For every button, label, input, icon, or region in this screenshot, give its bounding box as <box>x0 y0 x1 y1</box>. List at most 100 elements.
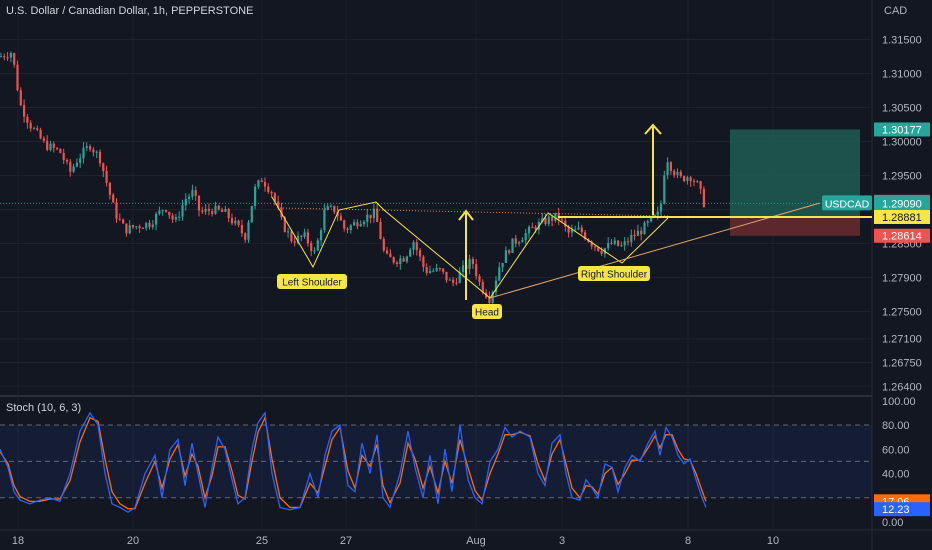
candle-body <box>590 241 593 247</box>
currency-label: CAD <box>884 5 908 17</box>
candle-body <box>508 250 511 253</box>
candle-body <box>145 222 148 229</box>
candle-body <box>293 241 296 243</box>
candle-body <box>551 216 554 221</box>
candle-body <box>646 221 649 223</box>
candle-body <box>386 250 389 254</box>
candle-body <box>98 151 102 164</box>
candle-body <box>79 158 82 163</box>
candle-body <box>227 208 230 219</box>
candle-body <box>191 190 194 197</box>
candle-body <box>395 262 399 265</box>
price-tick-label: 1.27900 <box>882 273 922 285</box>
candle-body <box>636 230 639 236</box>
indicator-title[interactable]: Stoch (10, 6, 3) <box>6 402 82 414</box>
candle-body <box>356 222 359 227</box>
stoch-k-tag-bg <box>874 502 930 517</box>
candle-body <box>69 161 72 172</box>
time-axis[interactable]: 18 20 25 27 Aug 3 8 10 <box>12 535 779 547</box>
candle-body <box>158 210 161 214</box>
candle-body <box>653 214 656 217</box>
measure-arrow-up-head <box>458 209 474 221</box>
candle-body <box>306 232 309 244</box>
candle-body <box>339 216 342 221</box>
candle-body <box>49 143 52 150</box>
candle-body <box>643 222 646 235</box>
candle-body <box>131 225 135 228</box>
symbol-tag: USDCAD <box>825 198 870 210</box>
candle-body <box>405 256 408 262</box>
candle-body <box>376 208 379 222</box>
candle-body <box>504 250 507 263</box>
candle-body <box>620 245 623 247</box>
price-tick-label: 1.30000 <box>882 137 922 149</box>
candle-body <box>194 190 197 196</box>
candle-body <box>6 57 9 59</box>
candle-body <box>148 222 151 227</box>
candle-body <box>372 208 375 219</box>
candle-body <box>204 208 207 212</box>
candle-body <box>389 253 392 258</box>
candle-body <box>461 265 465 272</box>
candle-body <box>593 246 597 248</box>
candle-body <box>122 219 125 224</box>
candle-body <box>201 210 204 212</box>
candle-body <box>392 257 395 263</box>
stop-loss-price-tag: 1.28614 <box>882 231 922 243</box>
candle-body <box>422 256 425 267</box>
candle-body <box>478 276 481 282</box>
candle-body <box>181 205 184 217</box>
candle-body <box>59 148 62 153</box>
candle-body <box>207 208 210 211</box>
candle-body <box>19 90 22 106</box>
stop-loss-price-tag-bg <box>874 228 930 243</box>
candle-body <box>656 211 659 215</box>
candle-body <box>217 205 220 210</box>
candle-body <box>105 171 108 183</box>
candle-body <box>26 116 29 123</box>
candle-body <box>273 193 276 202</box>
time-tick-label: 25 <box>256 535 268 547</box>
stop-loss-zone <box>730 216 860 236</box>
candle-body <box>267 186 270 192</box>
candle-body <box>296 235 300 243</box>
candle-body <box>46 140 49 150</box>
price-tick-label: 1.26400 <box>882 381 922 393</box>
candle-body <box>237 220 240 226</box>
candle-body <box>666 162 669 176</box>
candle-body <box>692 181 696 183</box>
candle-body <box>428 271 432 274</box>
candle-body <box>696 181 699 183</box>
stoch-tick-label: 0.00 <box>882 517 903 529</box>
pattern-label-box <box>578 266 650 281</box>
candle-body <box>580 227 583 233</box>
candle-body <box>419 250 422 257</box>
price-tick-label: 1.26750 <box>882 358 922 370</box>
candle-body <box>577 227 580 230</box>
time-tick-label: Aug <box>466 535 486 547</box>
candle-body <box>164 210 168 212</box>
candle-body <box>42 138 45 141</box>
candle-body <box>471 259 474 264</box>
candle-body <box>141 228 144 230</box>
stoch-tick-label: 40.00 <box>882 469 910 481</box>
candle-body <box>277 201 280 208</box>
candle-body <box>699 181 702 189</box>
candle-body <box>445 271 448 281</box>
price-axis[interactable]: 1.31500 1.31000 1.30500 1.30000 1.29500 1.290… <box>822 35 930 530</box>
price-tick-label: 1.31000 <box>882 69 922 81</box>
candle-body <box>623 241 626 246</box>
candle-body <box>567 226 570 233</box>
take-profit-price-tag-bg <box>874 122 930 137</box>
candle-body <box>369 214 372 219</box>
candle-body <box>168 211 171 216</box>
candle-body <box>498 267 501 281</box>
candle-body <box>257 180 260 187</box>
candle-body <box>184 199 187 206</box>
candle-body <box>171 215 174 220</box>
time-tick-label: 27 <box>340 535 352 547</box>
candle-body <box>349 225 352 231</box>
candle-body <box>310 243 313 251</box>
candle-body <box>112 194 115 203</box>
